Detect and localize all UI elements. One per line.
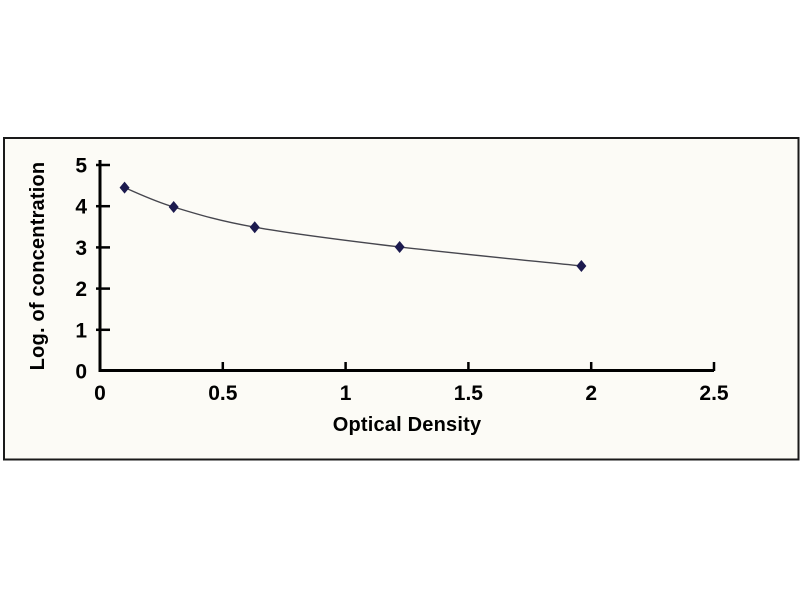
y-tick-label: 1 xyxy=(75,319,87,342)
y-axis-title: Log. of concentration xyxy=(27,162,49,371)
x-tick-label: 0.5 xyxy=(208,382,238,405)
data-point-marker xyxy=(394,240,405,253)
chart-frame xyxy=(3,137,800,461)
data-point-marker xyxy=(249,221,260,234)
x-tick-label: 1.5 xyxy=(454,382,484,405)
x-axis-title: Optical Density xyxy=(333,414,482,436)
data-point-marker xyxy=(119,181,130,194)
data-point-marker xyxy=(168,201,179,214)
y-axis-ticks: 0 1 2 3 4 5 xyxy=(75,155,110,384)
x-tick-label: 2.5 xyxy=(699,382,729,405)
y-tick-label: 3 xyxy=(75,237,87,260)
axes xyxy=(98,160,714,372)
y-tick-label: 2 xyxy=(75,278,87,301)
x-tick-label: 0 xyxy=(94,382,106,405)
data-point-marker xyxy=(576,259,587,272)
x-axis-ticks: 0 0.5 1 1.5 2 2.5 xyxy=(94,362,729,405)
y-tick-label: 4 xyxy=(75,196,87,219)
y-tick-label: 5 xyxy=(75,155,87,178)
x-tick-label: 1 xyxy=(340,382,352,405)
y-tick-label: 0 xyxy=(75,361,87,384)
series-group xyxy=(119,181,587,272)
x-tick-label: 2 xyxy=(585,382,597,405)
